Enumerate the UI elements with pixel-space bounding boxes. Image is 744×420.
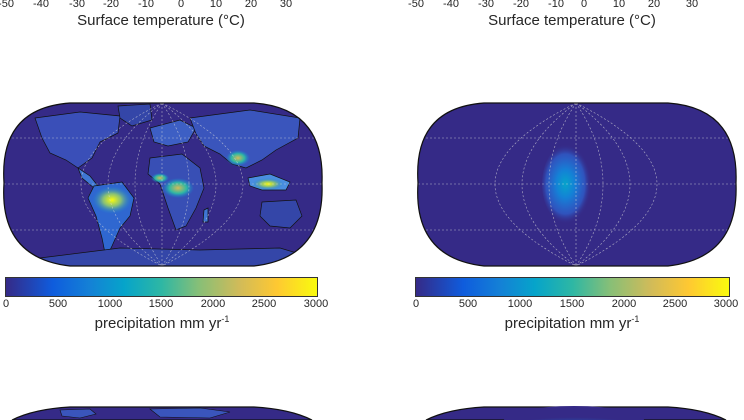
graticule [3, 103, 323, 266]
amazon-wet-region [92, 186, 132, 214]
temp-tick: 10 [209, 0, 223, 10]
temp-tick: 20 [244, 0, 258, 10]
top-left-temperature-ticks: -50 -40 -30 -20 -10 0 10 20 30 [0, 0, 316, 10]
temp-tick: -40 [33, 0, 49, 10]
temp-tick: -50 [408, 0, 424, 10]
cbar-tick: 1000 [507, 298, 533, 310]
left-precipitation-colorbar [5, 277, 318, 297]
temp-tick: -50 [0, 0, 14, 10]
madagascar [202, 207, 209, 223]
west-africa-wet-region [151, 173, 169, 183]
bottom-right-map-partial [425, 406, 727, 420]
right-colorbar-ticks: 0 500 1000 1500 2000 2500 3000 [412, 298, 738, 310]
temp-tick: 30 [685, 0, 699, 10]
right-precipitation-map [417, 102, 737, 267]
temp-tick: -10 [548, 0, 564, 10]
africa-wet-region [162, 178, 194, 198]
cbar-tick: 2500 [251, 298, 277, 310]
temp-tick: -20 [513, 0, 529, 10]
top-right-temperature-title: Surface temperature (°C) [488, 12, 656, 29]
temp-tick: 0 [177, 0, 185, 10]
temp-tick: -30 [478, 0, 494, 10]
temp-tick: 10 [612, 0, 626, 10]
cbar-tick: 1000 [97, 298, 123, 310]
top-right-temperature-ticks: -50 -40 -30 -20 -10 0 10 20 30 [408, 0, 726, 10]
top-left-temperature-title: Surface temperature (°C) [77, 12, 245, 29]
right-colorbar-title: precipitation mm yr-1 [504, 314, 640, 332]
temp-tick: 30 [279, 0, 293, 10]
bottom-left-map-partial [11, 406, 313, 420]
right-precipitation-colorbar [415, 277, 730, 297]
temp-tick: -10 [138, 0, 154, 10]
cbar-tick: 3000 [303, 298, 329, 310]
south-asia-monsoon [226, 150, 250, 166]
cbar-tick: 500 [458, 298, 478, 310]
left-precipitation-map [3, 102, 323, 267]
cbar-tick: 2000 [611, 298, 637, 310]
cbar-tick: 1500 [148, 298, 174, 310]
cbar-tick: 1500 [559, 298, 585, 310]
temp-tick: 0 [580, 0, 588, 10]
left-colorbar-ticks: 0 500 1000 1500 2000 2500 3000 [2, 298, 328, 310]
cbar-tick: 500 [48, 298, 68, 310]
temp-tick: -40 [443, 0, 459, 10]
cbar-tick: 3000 [713, 298, 739, 310]
temp-tick: -20 [103, 0, 119, 10]
cbar-tick: 0 [2, 298, 10, 310]
map-frame [3, 102, 323, 267]
asia [189, 109, 301, 169]
map-frame [417, 102, 737, 267]
australia [259, 199, 303, 229]
europe [149, 119, 197, 147]
cbar-tick: 2500 [662, 298, 688, 310]
temp-tick: 20 [647, 0, 661, 10]
temp-tick: -30 [69, 0, 85, 10]
cbar-tick: 0 [412, 298, 420, 310]
left-colorbar-title: precipitation mm yr-1 [94, 314, 230, 332]
greenland [117, 103, 153, 127]
cbar-tick: 2000 [200, 298, 226, 310]
north-america [34, 111, 121, 169]
graticule [417, 103, 737, 266]
